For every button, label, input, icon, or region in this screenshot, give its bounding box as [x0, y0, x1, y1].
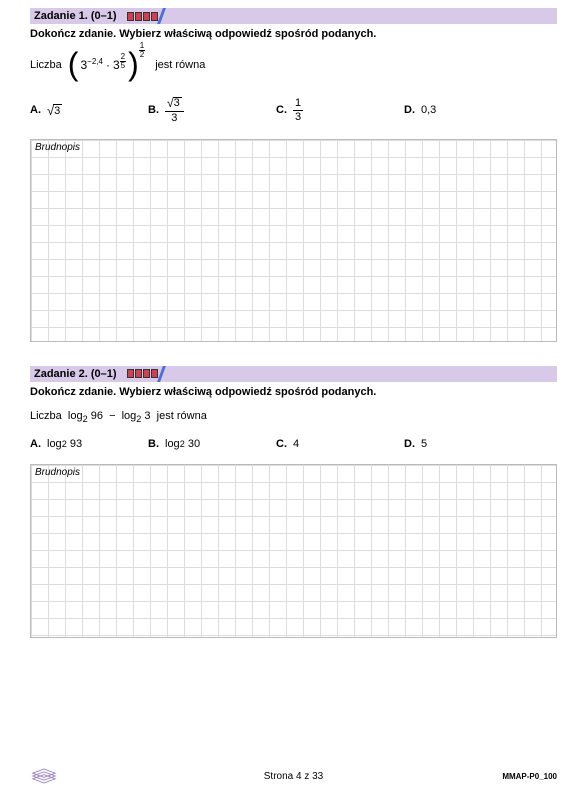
log-base: 2 [83, 414, 88, 424]
answer-a-label: A. [30, 438, 41, 450]
answer-c-label: C. [276, 438, 287, 450]
task1-expression: Liczba ( 3 −2,4 · 3 2 5 ) 1 2 jest równa [30, 52, 557, 78]
b-den: 3 [165, 112, 184, 125]
right-paren: ) [128, 52, 139, 78]
expr-inner: 3 −2,4 · 3 2 5 [78, 56, 128, 73]
log-arg1: 96 [91, 410, 103, 422]
task1-instruction: Dokończ zdanie. Wybierz właściwą odpowie… [30, 28, 557, 40]
log-word: log [47, 438, 62, 450]
answer-d: D. 5 [404, 438, 427, 450]
brudnopis-label: Brudnopis [35, 467, 80, 478]
answer-b-label: B. [148, 438, 159, 450]
minus: − [109, 410, 115, 422]
log-word-2: log [122, 410, 137, 422]
difficulty-block [135, 369, 142, 378]
task2-difficulty [127, 368, 170, 380]
inner-den: 5 [120, 62, 126, 70]
task2-header: Zadanie 2. (0–1) [30, 366, 557, 382]
answer-b-label: B. [148, 104, 159, 116]
log-arg2: 3 [144, 410, 150, 422]
answer-a: A. log2 93 [30, 438, 148, 450]
log-word: log [68, 410, 83, 422]
brudnopis-label: Brudnopis [35, 142, 80, 153]
difficulty-block [143, 369, 150, 378]
answer-d-label: D. [404, 438, 415, 450]
difficulty-slash-icon [156, 10, 170, 22]
answer-b-frac: √ 3 3 [165, 96, 184, 125]
task1-label: Zadanie 1. (0–1) [34, 10, 117, 22]
footer-code: MMAP-P0_100 [502, 772, 557, 781]
difficulty-block [127, 12, 134, 21]
dot: · [106, 58, 110, 72]
answer-d: D. 0,3 [404, 96, 436, 125]
answer-d-val: 0,3 [421, 104, 436, 116]
log-word: log [165, 438, 180, 450]
answer-c-label: C. [276, 104, 287, 116]
task2-label: Zadanie 2. (0–1) [34, 368, 117, 380]
answer-a-label: A. [30, 104, 41, 116]
d-val: 5 [421, 438, 427, 450]
page-number: Strona 4 z 33 [264, 771, 323, 782]
base1: 3 [80, 58, 87, 72]
answer-c-frac: 1 3 [293, 97, 303, 124]
log-base: 2 [180, 439, 185, 449]
jest-rowna: jest równa [155, 59, 205, 71]
left-paren: ( [68, 52, 79, 78]
log-base: 2 [62, 439, 67, 449]
answer-b: B. log2 30 [148, 438, 276, 450]
difficulty-slash-icon [156, 368, 170, 380]
outer-exp: 1 2 [139, 42, 145, 59]
sqrt-body: 3 [53, 104, 62, 117]
answer-c: C. 1 3 [276, 96, 404, 125]
outer-den: 2 [139, 51, 145, 59]
task2-scratch-grid: Brudnopis [30, 464, 557, 638]
a-arg: 93 [70, 438, 82, 450]
b-num-body: 3 [173, 97, 182, 109]
b-num: √ 3 [165, 96, 184, 112]
task1-difficulty [127, 10, 170, 22]
task1-scratch-grid: Brudnopis [30, 139, 557, 342]
b-arg: 30 [188, 438, 200, 450]
c-num: 1 [293, 97, 303, 111]
exp1: −2,4 [87, 57, 103, 66]
c-val: 4 [293, 438, 299, 450]
task1-answers: A. √ 3 B. √ 3 3 C. 1 3 D. 0,3 [30, 96, 557, 125]
task1-header: Zadanie 1. (0–1) [30, 8, 557, 24]
task2-instruction: Dokończ zdanie. Wybierz właściwą odpowie… [30, 386, 557, 398]
liczba-word: Liczba [30, 59, 62, 71]
difficulty-block [127, 369, 134, 378]
task2-answers: A. log2 93 B. log2 30 C. 4 D. 5 [30, 438, 557, 450]
task2-expression: Liczba log2 96 − log2 3 jest równa [30, 410, 557, 424]
jest-rowna-2: jest równa [157, 410, 207, 422]
answer-d-label: D. [404, 104, 415, 116]
base2: 3 [113, 58, 120, 72]
answer-b: B. √ 3 3 [148, 96, 276, 125]
answer-a: A. √ 3 [30, 96, 148, 125]
liczba-word: Liczba [30, 410, 62, 422]
difficulty-block [135, 12, 142, 21]
difficulty-block [143, 12, 150, 21]
exp2-frac: 2 5 [120, 53, 126, 70]
c-den: 3 [293, 111, 303, 124]
answer-c: C. 4 [276, 438, 404, 450]
sqrt-a: √ 3 [47, 104, 62, 117]
pages-icon [30, 766, 58, 786]
page-footer: Strona 4 z 33 MMAP-P0_100 [30, 766, 557, 786]
log-base-2: 2 [136, 414, 141, 424]
